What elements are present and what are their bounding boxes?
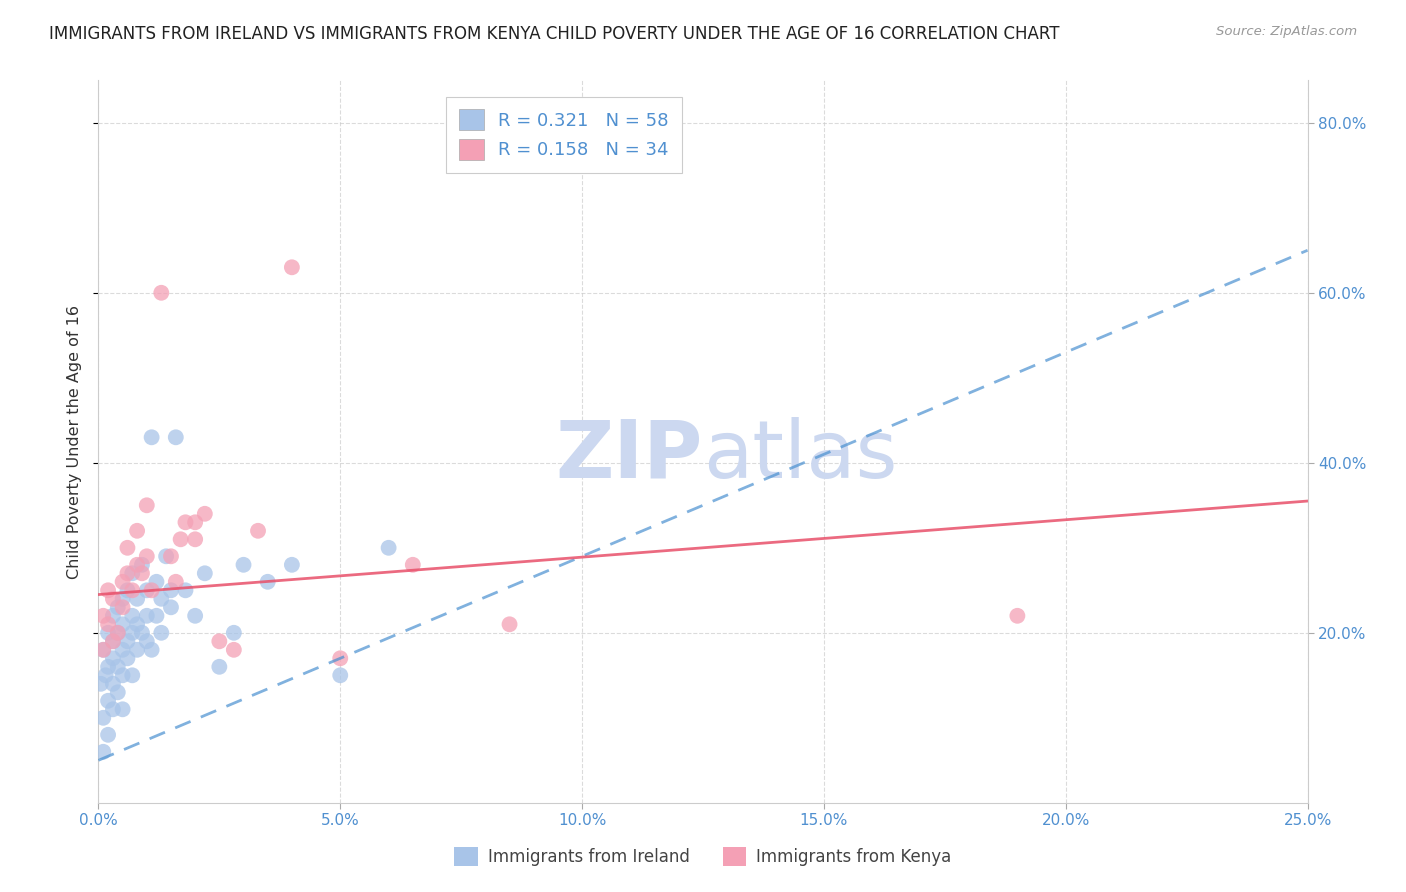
Point xyxy=(101,634,124,648)
Point xyxy=(165,574,187,589)
Point xyxy=(329,651,352,665)
Point xyxy=(111,574,134,589)
Point xyxy=(329,668,352,682)
Point xyxy=(222,625,245,640)
Point xyxy=(127,591,149,606)
Point xyxy=(131,558,153,572)
Point xyxy=(101,651,124,665)
Point xyxy=(135,608,157,623)
Point xyxy=(101,702,124,716)
Point xyxy=(117,566,139,581)
Point xyxy=(97,625,120,640)
Point xyxy=(160,549,183,564)
Point xyxy=(107,600,129,615)
Point xyxy=(107,685,129,699)
Point xyxy=(232,558,254,572)
Point xyxy=(127,558,149,572)
Point xyxy=(184,516,207,530)
Point xyxy=(165,430,187,444)
Point xyxy=(111,702,134,716)
Point xyxy=(184,608,207,623)
Point xyxy=(131,566,153,581)
Point xyxy=(111,668,134,682)
Point xyxy=(90,677,112,691)
Point xyxy=(135,583,157,598)
Point xyxy=(184,533,207,547)
Point xyxy=(107,625,129,640)
Point xyxy=(117,651,139,665)
Point xyxy=(111,600,134,615)
Point xyxy=(150,625,173,640)
Legend: Immigrants from Ireland, Immigrants from Kenya: Immigrants from Ireland, Immigrants from… xyxy=(447,840,959,873)
Point xyxy=(222,642,245,657)
Point xyxy=(117,541,139,555)
Point xyxy=(281,558,304,572)
Point xyxy=(117,634,139,648)
Point xyxy=(131,625,153,640)
Text: Source: ZipAtlas.com: Source: ZipAtlas.com xyxy=(1216,25,1357,38)
Point xyxy=(97,694,120,708)
Point xyxy=(281,260,304,275)
Point xyxy=(111,591,134,606)
Point xyxy=(135,634,157,648)
Point xyxy=(174,516,197,530)
Point xyxy=(101,634,124,648)
Point xyxy=(150,285,173,300)
Point xyxy=(121,625,143,640)
Point xyxy=(208,634,231,648)
Point xyxy=(247,524,270,538)
Point xyxy=(150,591,173,606)
Point xyxy=(121,566,143,581)
Y-axis label: Child Poverty Under the Age of 16: Child Poverty Under the Age of 16 xyxy=(67,304,83,579)
Point xyxy=(121,583,143,598)
Point xyxy=(169,533,191,547)
Point xyxy=(135,498,157,512)
Point xyxy=(91,711,114,725)
Point xyxy=(145,608,167,623)
Point xyxy=(141,583,163,598)
Point xyxy=(127,617,149,632)
Point xyxy=(1007,608,1029,623)
Point xyxy=(145,574,167,589)
Point xyxy=(111,617,134,632)
Text: ZIP: ZIP xyxy=(555,417,703,495)
Point xyxy=(91,642,114,657)
Point xyxy=(127,524,149,538)
Point xyxy=(111,642,134,657)
Point xyxy=(101,608,124,623)
Point xyxy=(121,608,143,623)
Point xyxy=(121,668,143,682)
Text: IMMIGRANTS FROM IRELAND VS IMMIGRANTS FROM KENYA CHILD POVERTY UNDER THE AGE OF : IMMIGRANTS FROM IRELAND VS IMMIGRANTS FR… xyxy=(49,25,1060,43)
Point xyxy=(141,430,163,444)
Point xyxy=(377,541,399,555)
Point xyxy=(498,617,520,632)
Point xyxy=(174,583,197,598)
Point xyxy=(101,677,124,691)
Point xyxy=(208,660,231,674)
Point xyxy=(91,745,114,759)
Point xyxy=(155,549,177,564)
Point xyxy=(97,728,120,742)
Point xyxy=(117,583,139,598)
Point xyxy=(97,660,120,674)
Point xyxy=(194,566,217,581)
Point xyxy=(135,549,157,564)
Point xyxy=(97,617,120,632)
Point xyxy=(107,660,129,674)
Point xyxy=(97,583,120,598)
Point xyxy=(91,642,114,657)
Point xyxy=(107,625,129,640)
Point xyxy=(101,591,124,606)
Point xyxy=(160,583,183,598)
Legend: R = 0.321   N = 58, R = 0.158   N = 34: R = 0.321 N = 58, R = 0.158 N = 34 xyxy=(446,96,682,172)
Point xyxy=(127,642,149,657)
Point xyxy=(141,642,163,657)
Point xyxy=(94,668,117,682)
Text: atlas: atlas xyxy=(703,417,897,495)
Point xyxy=(91,608,114,623)
Point xyxy=(160,600,183,615)
Point xyxy=(402,558,425,572)
Point xyxy=(194,507,217,521)
Point xyxy=(256,574,278,589)
